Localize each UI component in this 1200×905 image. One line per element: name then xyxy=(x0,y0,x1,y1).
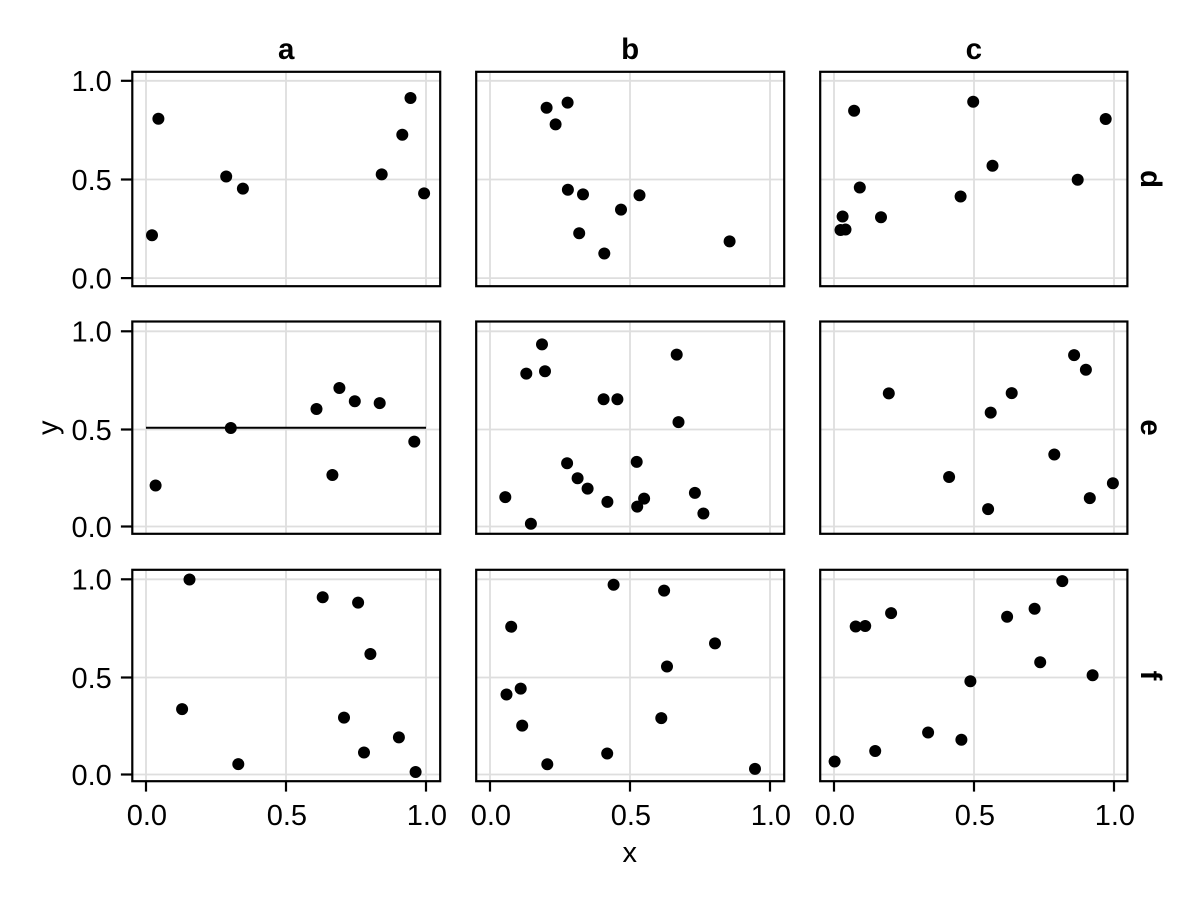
svg-text:0.0: 0.0 xyxy=(471,800,511,832)
svg-text:f: f xyxy=(1134,671,1167,681)
svg-text:0.0: 0.0 xyxy=(71,512,111,544)
svg-text:d: d xyxy=(1134,170,1167,188)
svg-text:b: b xyxy=(621,33,639,66)
svg-text:0.5: 0.5 xyxy=(611,800,651,832)
svg-text:y: y xyxy=(33,420,65,435)
svg-text:x: x xyxy=(623,837,638,869)
svg-text:1.0: 1.0 xyxy=(71,317,111,349)
svg-text:1.0: 1.0 xyxy=(71,565,111,597)
svg-text:0.5: 0.5 xyxy=(71,663,111,695)
svg-text:0.5: 0.5 xyxy=(955,800,995,832)
svg-text:e: e xyxy=(1134,419,1167,435)
svg-text:0.0: 0.0 xyxy=(815,800,855,832)
svg-text:0.0: 0.0 xyxy=(71,760,111,792)
svg-text:1.0: 1.0 xyxy=(751,800,791,832)
svg-text:0.5: 0.5 xyxy=(71,415,111,447)
svg-text:c: c xyxy=(966,33,982,66)
svg-text:0.5: 0.5 xyxy=(267,800,307,832)
svg-text:1.0: 1.0 xyxy=(407,800,447,832)
svg-text:0.0: 0.0 xyxy=(127,800,167,832)
svg-text:1.0: 1.0 xyxy=(71,66,111,98)
svg-text:a: a xyxy=(278,33,295,66)
svg-text:1.0: 1.0 xyxy=(1095,800,1135,832)
svg-text:0.5: 0.5 xyxy=(71,165,111,197)
svg-text:0.0: 0.0 xyxy=(71,263,111,295)
